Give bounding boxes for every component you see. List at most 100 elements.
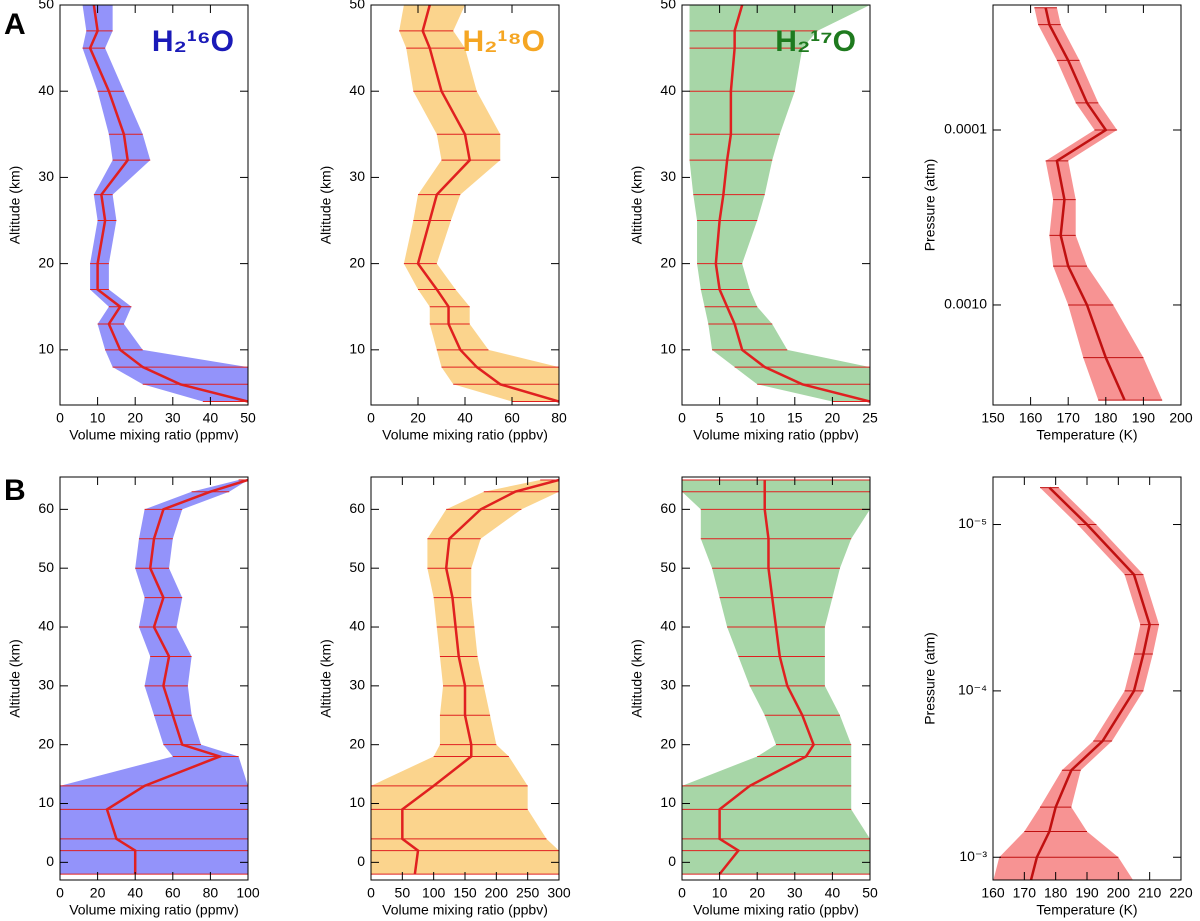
x-tick-label: 0 [678, 410, 686, 426]
x-tick-label: 0 [367, 410, 375, 426]
y-tick-label: 50 [38, 559, 54, 575]
x-tick-label: 0 [56, 410, 64, 426]
x-tick-label: 160 [1019, 410, 1043, 426]
y-tick-label: 50 [660, 0, 676, 12]
x-tick-label: 60 [504, 410, 520, 426]
y-tick-label: 10 [660, 341, 676, 357]
x-tick-label: 50 [395, 885, 411, 901]
x-tick-label: 60 [165, 885, 181, 901]
uncertainty-band [371, 479, 559, 875]
profile-line [1044, 7, 1126, 401]
x-tick-label: 300 [547, 885, 571, 901]
y-tick-label: 40 [349, 82, 365, 98]
x-tick-label: 10 [90, 410, 106, 426]
x-tick-label: 190 [1132, 410, 1156, 426]
x-tick-label: 150 [453, 885, 477, 901]
frame [992, 4, 1182, 406]
x-tick-label: 25 [862, 410, 878, 426]
plot [399, 5, 559, 403]
uncertainty-band [82, 5, 248, 402]
y-axis-label: Altitude (km) [629, 639, 645, 718]
x-tick-label: 190 [1075, 885, 1099, 901]
plot [682, 479, 870, 875]
x-tick-label: 80 [203, 885, 219, 901]
y-tick-label: 20 [349, 254, 365, 270]
y-axis-label: Altitude (km) [629, 166, 645, 245]
panel-label: B [4, 474, 26, 507]
x-axis-label: Volume mixing ratio (ppbv) [382, 902, 548, 918]
frame [681, 4, 871, 406]
x-tick-label: 100 [236, 885, 260, 901]
y-tick-label: 10 [349, 794, 365, 810]
y-axis-label: Altitude (km) [7, 166, 23, 245]
y-axis-label: Altitude (km) [318, 639, 334, 718]
plot [689, 5, 870, 403]
plot [82, 5, 248, 403]
frame [992, 476, 1182, 881]
y-tick-label: 20 [38, 254, 54, 270]
x-tick-label: 170 [1057, 410, 1081, 426]
y-tick-label: 40 [349, 618, 365, 634]
x-tick-label: 180 [1044, 885, 1068, 901]
species-label: H₂¹⁸O [463, 25, 546, 58]
x-tick-label: 200 [1169, 410, 1193, 426]
x-tick-label: 40 [203, 410, 219, 426]
y-tick-label: 0.0001 [944, 121, 987, 137]
y-tick-label: 0 [46, 853, 54, 869]
x-axis-label: Volume mixing ratio (ppbv) [382, 427, 548, 443]
y-tick-label: 30 [349, 168, 365, 184]
y-axis-label: Pressure (atm) [922, 632, 938, 725]
y-tick-label: 10 [38, 341, 54, 357]
y-tick-label: 20 [660, 254, 676, 270]
uncertainty-band [1034, 7, 1163, 401]
y-tick-label: 60 [38, 500, 54, 516]
x-axis-label: Temperature (K) [1036, 427, 1137, 443]
x-tick-label: 20 [749, 885, 765, 901]
profile-line [416, 5, 559, 403]
x-tick-label: 5 [716, 410, 724, 426]
uncertainty-band [60, 479, 248, 875]
y-tick-label: 20 [38, 735, 54, 751]
frame [59, 4, 249, 406]
y-tick-label: 10⁻³ [959, 848, 987, 864]
y-axis-label: Altitude (km) [318, 166, 334, 245]
x-tick-label: 100 [422, 885, 446, 901]
y-tick-label: 0 [357, 853, 365, 869]
frame [59, 476, 249, 881]
x-tick-label: 20 [127, 410, 143, 426]
x-tick-label: 160 [981, 885, 1005, 901]
x-tick-label: 40 [825, 885, 841, 901]
frame [681, 476, 871, 881]
y-tick-label: 50 [38, 0, 54, 12]
x-axis-label: Volume mixing ratio (ppmv) [69, 427, 239, 443]
x-tick-label: 40 [127, 885, 143, 901]
y-tick-label: 30 [38, 677, 54, 693]
x-tick-label: 210 [1138, 885, 1162, 901]
x-tick-label: 0 [678, 885, 686, 901]
y-tick-label: 30 [660, 677, 676, 693]
x-tick-label: 20 [410, 410, 426, 426]
x-axis-label: Volume mixing ratio (ppbv) [693, 427, 859, 443]
x-tick-label: 20 [825, 410, 841, 426]
y-tick-label: 10 [38, 794, 54, 810]
profile-line [714, 5, 870, 403]
x-tick-label: 220 [1169, 885, 1193, 901]
y-tick-label: 40 [38, 618, 54, 634]
profile-line [88, 5, 248, 403]
x-tick-label: 200 [485, 885, 509, 901]
uncertainty-band [682, 479, 870, 875]
y-tick-label: 20 [349, 735, 365, 751]
x-tick-label: 30 [787, 885, 803, 901]
y-tick-label: 10 [660, 794, 676, 810]
y-tick-label: 60 [349, 500, 365, 516]
plot [1034, 7, 1163, 401]
x-tick-label: 170 [1013, 885, 1037, 901]
y-tick-label: 40 [660, 618, 676, 634]
x-tick-label: 200 [1107, 885, 1131, 901]
y-tick-label: 0.0010 [944, 296, 987, 312]
x-tick-label: 0 [56, 885, 64, 901]
x-axis-label: Volume mixing ratio (ppmv) [69, 902, 239, 918]
y-tick-label: 0 [668, 853, 676, 869]
x-tick-label: 20 [90, 885, 106, 901]
